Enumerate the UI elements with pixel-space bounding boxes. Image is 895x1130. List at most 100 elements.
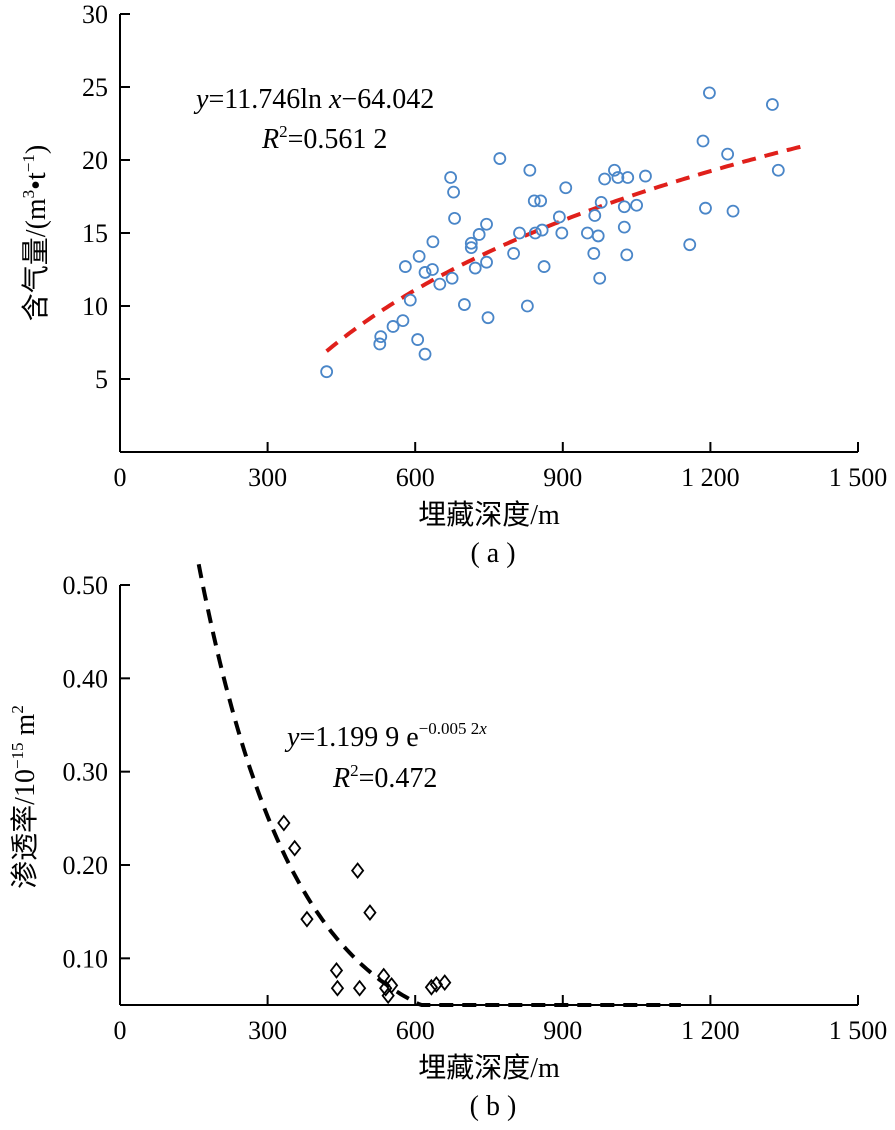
r-squared-b: R2=0.472: [332, 761, 437, 794]
data-point: [726, 204, 740, 218]
data-point: [535, 223, 549, 237]
data-point: [765, 98, 779, 111]
data-point: [528, 226, 542, 240]
r-squared-a: R2=0.561 2: [261, 122, 387, 155]
data-point: [472, 228, 486, 241]
x-axis-title-b: 埋藏深度/m: [418, 1052, 560, 1084]
x-ticks-b: 0 300 600 900 1 200 1 500: [114, 995, 887, 1045]
data-point: [374, 330, 388, 344]
data-point: [424, 978, 439, 996]
data-point: [581, 226, 594, 240]
data-point: [771, 163, 785, 177]
data-point: [611, 171, 625, 184]
data-point: [587, 247, 601, 260]
data-point: [696, 134, 710, 148]
data-point: [480, 217, 493, 231]
x-tick-label: 900: [543, 463, 582, 492]
y-tick-label: 5: [95, 365, 108, 394]
data-point: [457, 298, 471, 311]
data-point: [608, 163, 621, 177]
fit-line: [196, 563, 681, 1007]
data-point: [350, 862, 365, 880]
x-ticks-a: 0 300 600 900 1 200 1 500: [114, 442, 888, 492]
data-point: [464, 236, 478, 250]
data-point: [559, 181, 573, 195]
data-point: [534, 194, 548, 208]
y-tick-label: 0.20: [63, 851, 109, 880]
x-axis-title-a: 埋藏深度/m: [418, 499, 560, 531]
data-points-b: [277, 814, 452, 1005]
data-point: [412, 249, 426, 263]
x-tick-label: 300: [248, 463, 287, 492]
panel-b: 0 300 600 900 1 200 1 500 0.10 0.20 0.30 0.40 0.5…: [8, 563, 887, 1122]
data-point: [363, 904, 377, 922]
y-tick-label: 0.10: [63, 944, 109, 973]
data-point: [699, 201, 712, 215]
data-point: [384, 976, 399, 994]
x-tick-label: 1 200: [681, 463, 740, 492]
data-point: [464, 241, 478, 255]
data-point: [703, 86, 716, 100]
data-point: [411, 333, 425, 346]
data-point: [426, 235, 440, 249]
data-point: [593, 271, 607, 285]
data-point: [721, 147, 735, 161]
y-ticks-b: 0.10 0.20 0.30 0.40 0.50: [63, 571, 130, 973]
data-point: [320, 365, 334, 379]
data-point: [277, 814, 291, 832]
x-tick-label: 0: [114, 463, 127, 492]
data-point: [527, 194, 541, 208]
data-point: [591, 229, 605, 243]
y-axis-title-b: 渗透率/10−15 m2: [8, 705, 41, 889]
data-point: [379, 979, 393, 997]
data-point: [481, 311, 495, 325]
panel-a: 0 300 600 900 1 200 1 500 5 10 15 20 25 30 y=11.74…: [19, 0, 887, 569]
y-tick-label: 20: [82, 146, 108, 175]
fit-curve-b: [196, 563, 681, 1007]
data-point: [617, 200, 631, 214]
data-point: [426, 263, 439, 276]
data-point: [444, 171, 458, 184]
data-point: [520, 299, 534, 313]
y-ticks-a: 5 10 15 20 25 30: [82, 0, 130, 394]
data-point: [445, 271, 459, 285]
data-point: [373, 337, 387, 351]
data-point: [300, 910, 314, 928]
data-point: [418, 266, 432, 279]
fit-curve-a: [325, 142, 810, 353]
data-point: [588, 209, 602, 222]
x-tick-label: 600: [396, 1016, 435, 1045]
x-tick-label: 900: [543, 1016, 582, 1045]
data-point: [523, 163, 537, 177]
data-point: [398, 260, 412, 273]
data-points-a: [320, 86, 785, 379]
x-tick-label: 1 200: [681, 1016, 740, 1045]
data-point: [418, 347, 432, 361]
data-point: [480, 255, 493, 269]
equation-b: y=1.199 9 e−0.005 2x: [284, 719, 487, 753]
data-point: [617, 220, 631, 234]
y-tick-label: 0.50: [63, 571, 109, 600]
data-point: [537, 260, 551, 273]
data-point: [386, 320, 400, 333]
panel-label-a: ( a ): [470, 538, 515, 569]
data-point: [598, 172, 612, 186]
x-tick-label: 300: [248, 1016, 287, 1045]
data-point: [433, 277, 447, 291]
y-tick-label: 25: [82, 73, 108, 102]
data-point: [493, 152, 507, 165]
data-point: [438, 974, 452, 992]
y-tick-label: 30: [82, 0, 108, 29]
x-tick-label: 1 500: [829, 463, 888, 492]
x-tick-label: 600: [396, 463, 435, 492]
data-point: [396, 314, 410, 328]
data-point: [507, 247, 520, 260]
data-point: [513, 226, 526, 240]
equation-a: y=11.746ln x−64.042: [193, 84, 434, 115]
data-point: [330, 979, 345, 997]
y-tick-label: 0.40: [63, 664, 109, 693]
data-point: [621, 171, 635, 184]
data-point: [403, 293, 417, 307]
y-axis-title-a: 含气量/(m3•t−1): [19, 145, 52, 321]
